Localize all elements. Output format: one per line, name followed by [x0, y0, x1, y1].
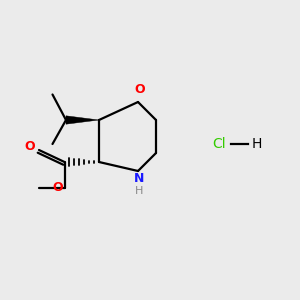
- Text: O: O: [25, 140, 35, 154]
- Text: H: H: [135, 186, 144, 196]
- Text: N: N: [134, 172, 145, 185]
- Text: O: O: [52, 181, 63, 194]
- Text: H: H: [251, 137, 262, 151]
- Text: Cl: Cl: [212, 137, 226, 151]
- Polygon shape: [66, 116, 99, 124]
- Text: O: O: [134, 83, 145, 96]
